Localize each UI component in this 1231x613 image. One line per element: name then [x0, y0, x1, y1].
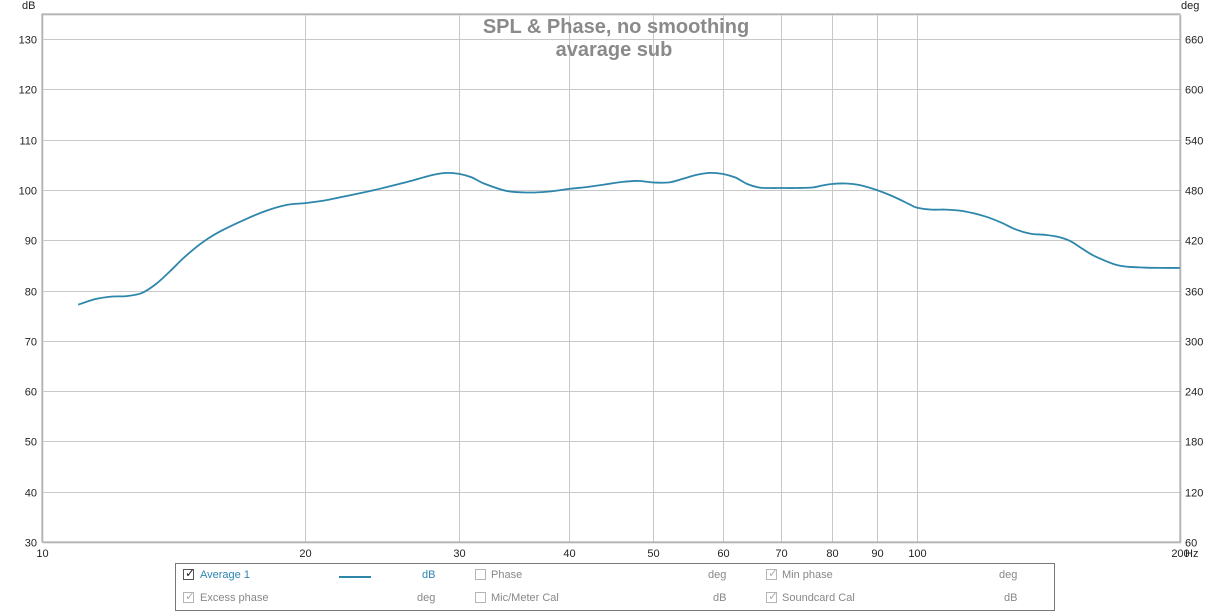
y2-tick-label: 120 — [1185, 488, 1203, 500]
phase-checkbox[interactable] — [475, 569, 486, 580]
y-tick-label: 110 — [19, 136, 37, 148]
excess-phase-label[interactable]: Excess phase — [200, 592, 269, 604]
soundcard-cal-checkbox[interactable]: ✓ — [766, 589, 779, 603]
x-tick-label: 90 — [871, 548, 883, 560]
x-tick-label: 100 — [908, 548, 926, 560]
average-1-unit: dB — [422, 569, 436, 581]
min-phase-unit: deg — [999, 569, 1018, 581]
y-gridlines — [42, 39, 1180, 543]
y-tick-label: 40 — [25, 488, 37, 500]
y2-tick-label: 300 — [1185, 337, 1203, 349]
legend-row-1: ✓ Average 1 dB Phase deg ✓ Min phase deg — [176, 565, 1054, 587]
check-icon: ✓ — [768, 589, 779, 603]
y-axis-label: dB — [22, 0, 35, 12]
y-tick-label: 80 — [25, 287, 37, 299]
average-1-swatch — [339, 576, 371, 578]
legend-row-2: ✓ Excess phase deg Mic/Meter Cal dB ✓ So… — [176, 588, 1054, 610]
average-1-label[interactable]: Average 1 — [200, 569, 250, 581]
min-phase-label[interactable]: Min phase — [782, 569, 833, 581]
x-tick-label: 20 — [299, 548, 311, 560]
phase-label[interactable]: Phase — [491, 569, 523, 581]
y-tick-label: 50 — [25, 437, 37, 449]
y2-tick-label: 480 — [1185, 186, 1203, 198]
average-1-checkbox[interactable]: ✓ — [183, 566, 196, 580]
x-tick-label: 200 — [1171, 548, 1189, 560]
plot-frame — [41, 13, 1181, 543]
spl-chart: 10 20 30 40 50 60 70 80 90 100 200 304050607080901… — [19, 0, 1204, 560]
y2-tick-label: 660 — [1185, 35, 1203, 47]
x-unit-label: Hz — [1185, 548, 1198, 560]
y2-axis-label: deg — [1181, 0, 1199, 12]
soundcard-cal-unit: dB — [1004, 592, 1018, 604]
y-tick-label: 90 — [25, 236, 37, 248]
y-tick-label: 120 — [19, 85, 37, 97]
y2-tick-label: 180 — [1185, 437, 1203, 449]
y2-tick-label: 360 — [1185, 287, 1203, 299]
check-icon: ✓ — [185, 589, 196, 603]
plot-frame-shadow — [42, 14, 1182, 544]
y-tick-label: 60 — [25, 387, 37, 399]
y2-tick-label: 60 — [1185, 538, 1197, 550]
mic-meter-cal-checkbox[interactable] — [475, 592, 486, 603]
y2-tick-label: 420 — [1185, 236, 1203, 248]
x-gridlines — [305, 14, 918, 542]
x-tick-label: 50 — [647, 548, 659, 560]
x-tick-label: 60 — [717, 548, 729, 560]
check-icon: ✓ — [768, 566, 779, 580]
x-tick-label: 40 — [563, 548, 575, 560]
phase-unit: deg — [708, 569, 727, 581]
x-tick-label: 30 — [453, 548, 465, 560]
x-tick-label: 70 — [775, 548, 787, 560]
y2-tick-label: 600 — [1185, 85, 1203, 97]
mic-meter-cal-label[interactable]: Mic/Meter Cal — [491, 592, 559, 604]
series-line-average-1 — [77, 171, 1181, 306]
y-tick-label: 100 — [19, 186, 37, 198]
mic-meter-cal-unit: dB — [713, 592, 727, 604]
y2-tick-label: 540 — [1185, 136, 1203, 148]
plot-background — [42, 14, 1180, 542]
y2-tick-labels: 60 120 180 240 300 360 420 480 540 600 660 — [1185, 35, 1203, 550]
y-tick-label: 30 — [25, 538, 37, 550]
chart-title: SPL & Phase, no smoothing — [483, 16, 749, 38]
x-tick-label: 80 — [826, 548, 838, 560]
series-layer — [77, 171, 1181, 306]
chart-subtitle: avarage sub — [556, 39, 673, 61]
min-phase-checkbox[interactable]: ✓ — [766, 566, 779, 580]
legend-panel: ✓ Average 1 dB Phase deg ✓ Min phase deg… — [175, 563, 1055, 611]
y-tick-labels: 30 40 50 60 70 80 90 100 110 120 130 — [19, 35, 37, 550]
soundcard-cal-label[interactable]: Soundcard Cal — [782, 592, 855, 604]
y-tick-label: 70 — [25, 337, 37, 349]
x-tick-labels: 10 20 30 40 50 60 70 80 90 100 200 — [36, 548, 1189, 560]
y2-tick-label: 240 — [1185, 387, 1203, 399]
x-tick-label: 10 — [36, 548, 48, 560]
y-tick-label: 130 — [19, 35, 37, 47]
check-icon: ✓ — [185, 566, 196, 580]
excess-phase-unit: deg — [417, 592, 436, 604]
excess-phase-checkbox[interactable]: ✓ — [183, 589, 196, 603]
